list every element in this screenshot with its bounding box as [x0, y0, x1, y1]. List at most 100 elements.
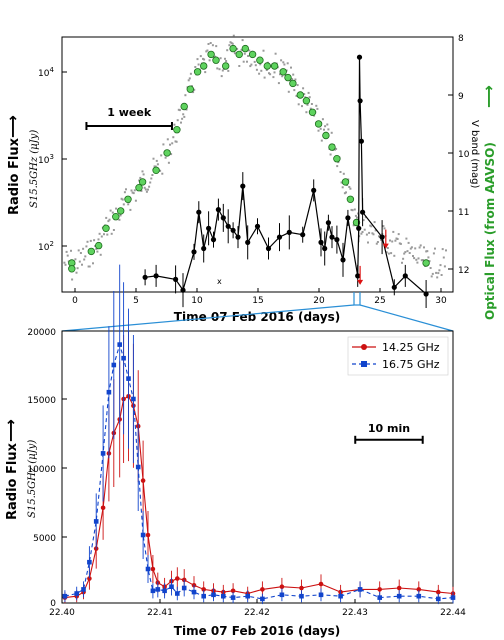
grey-point [209, 42, 212, 44]
grey-point [243, 52, 246, 55]
grey-point [81, 263, 83, 266]
grey-point [127, 203, 130, 206]
series-point [338, 593, 343, 599]
grey-point [250, 63, 253, 66]
grey-point [327, 128, 330, 131]
grey-point [430, 275, 433, 278]
grey-point [401, 261, 403, 264]
bottom-x-tick: 22.41 [147, 608, 173, 618]
grey-point [361, 231, 364, 233]
grey-point [445, 249, 447, 252]
grey-point [199, 55, 202, 58]
grey-point [107, 220, 110, 223]
grey-point [208, 59, 211, 62]
grey-point [145, 190, 148, 193]
grey-point [161, 172, 164, 175]
grey-point [292, 73, 295, 76]
grey-point [89, 239, 92, 242]
series-point [87, 559, 92, 565]
grey-point [360, 232, 363, 235]
grey-point [365, 233, 368, 236]
radio-point [358, 138, 364, 144]
upper-limit-arrows [357, 229, 389, 285]
series-point [100, 505, 106, 511]
grey-point [320, 139, 323, 142]
grey-point [230, 42, 233, 44]
optical-point [314, 120, 323, 128]
optical-point [328, 143, 336, 151]
grey-point [434, 247, 436, 250]
grey-point [202, 57, 204, 60]
grey-point [160, 154, 163, 157]
bottom-x-ticks: 22.40 22.41 22.42 22.43 22.44 [49, 608, 466, 618]
radio-point [142, 274, 148, 280]
grey-point [231, 42, 234, 45]
grey-point [357, 212, 360, 215]
grey-point [287, 90, 290, 93]
optical-point [248, 50, 257, 59]
grey-point [142, 173, 145, 176]
bottom-y-tick: 0 [50, 599, 56, 609]
series-point [357, 587, 363, 592]
series-point [93, 519, 99, 524]
radio-point [286, 229, 292, 235]
grey-point [349, 187, 352, 190]
grey-point [374, 229, 377, 232]
grey-point [345, 191, 347, 194]
grey-point [373, 221, 376, 224]
grey-point [417, 257, 420, 260]
top-y2-tick: 9 [458, 92, 464, 102]
grey-point [294, 78, 297, 81]
grey-point [329, 153, 332, 156]
grey-point [297, 103, 300, 106]
radio-point [153, 273, 159, 279]
grey-point [132, 192, 135, 195]
grey-point [437, 272, 440, 275]
bottom-y-ticks: 0 5000 10000 15000 20000 [27, 328, 56, 609]
optical-point [193, 68, 202, 76]
grey-point [154, 165, 157, 168]
grey-point [391, 240, 394, 243]
top-x-tick-marks [74, 288, 442, 292]
optical-point [270, 62, 279, 70]
series-point [135, 464, 141, 470]
grey-point [96, 250, 99, 253]
grey-point [183, 115, 186, 118]
optical-point [302, 96, 311, 105]
grey-point [354, 214, 357, 217]
grey-point [111, 211, 114, 214]
radio-point [318, 239, 324, 245]
grey-point [352, 224, 355, 227]
series-point [145, 566, 151, 572]
grey-point [408, 252, 411, 254]
optical-point [341, 178, 350, 186]
optical-point [207, 50, 215, 59]
radio-point [191, 249, 197, 255]
scale-bar-label: 10 min [368, 422, 410, 435]
optical-point [68, 265, 76, 273]
grey-point [398, 242, 401, 245]
optical-point [263, 62, 271, 70]
grey-point [404, 251, 407, 254]
right-optical-arrow: ⟶ [479, 85, 498, 108]
x-marker: x [217, 277, 222, 286]
grey-point [133, 189, 136, 192]
grey-point [265, 69, 268, 71]
grey-point [130, 189, 133, 192]
series-point [131, 396, 136, 402]
grey-point [272, 76, 275, 79]
grey-point [296, 84, 299, 87]
top-y-tick: 104 [38, 66, 54, 79]
optical-point [163, 149, 171, 157]
optical-point [87, 247, 95, 256]
grey-point [426, 250, 429, 253]
grey-point [205, 50, 208, 53]
grey-point [380, 239, 383, 241]
top-x-tick: 25 [374, 296, 385, 306]
radio-point [329, 234, 335, 240]
grey-point [315, 104, 318, 107]
optical-point [235, 50, 243, 59]
grey-point [441, 248, 444, 251]
grey-point [440, 274, 443, 276]
upper-limit-head [382, 243, 389, 249]
